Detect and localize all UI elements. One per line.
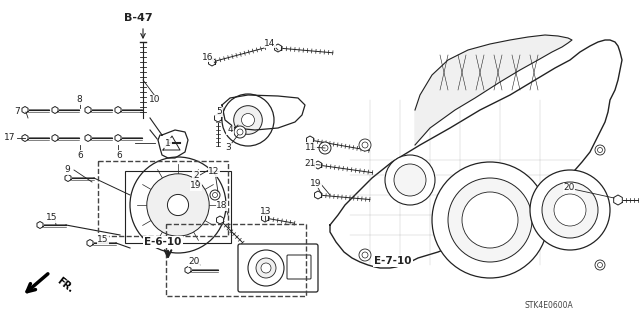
Circle shape — [362, 252, 368, 258]
Circle shape — [595, 145, 605, 155]
Circle shape — [595, 260, 605, 270]
Text: 19: 19 — [190, 182, 202, 190]
Text: 7: 7 — [14, 108, 20, 116]
Polygon shape — [330, 40, 622, 268]
Circle shape — [237, 129, 243, 135]
Text: 6: 6 — [116, 151, 122, 160]
Circle shape — [359, 139, 371, 151]
Circle shape — [462, 192, 518, 248]
Polygon shape — [158, 130, 188, 158]
Text: 19: 19 — [310, 179, 322, 188]
Polygon shape — [115, 135, 121, 142]
Circle shape — [168, 195, 189, 216]
Text: 20: 20 — [188, 257, 200, 266]
Circle shape — [542, 182, 598, 238]
Circle shape — [248, 250, 284, 286]
Polygon shape — [87, 240, 93, 247]
Text: 1: 1 — [165, 138, 171, 147]
Circle shape — [530, 170, 610, 250]
Polygon shape — [214, 114, 221, 122]
Circle shape — [130, 157, 226, 253]
Circle shape — [319, 142, 331, 154]
Text: 3: 3 — [225, 144, 231, 152]
Circle shape — [256, 258, 276, 278]
Text: 15: 15 — [46, 213, 58, 222]
Circle shape — [554, 194, 586, 226]
Polygon shape — [614, 195, 622, 205]
Polygon shape — [307, 136, 314, 144]
Polygon shape — [22, 107, 28, 114]
Polygon shape — [262, 214, 268, 222]
Polygon shape — [314, 161, 321, 169]
Text: STK4E0600A: STK4E0600A — [525, 300, 573, 309]
Polygon shape — [22, 135, 28, 142]
Text: 2: 2 — [193, 170, 199, 180]
Polygon shape — [216, 216, 223, 224]
FancyBboxPatch shape — [238, 244, 318, 292]
Text: E-6-10: E-6-10 — [144, 237, 182, 247]
Circle shape — [359, 249, 371, 261]
Text: 20: 20 — [563, 183, 575, 192]
Text: 4: 4 — [227, 125, 233, 135]
Circle shape — [448, 178, 532, 262]
Text: 10: 10 — [149, 95, 161, 105]
Text: 21: 21 — [304, 160, 316, 168]
Circle shape — [222, 94, 274, 146]
Text: 13: 13 — [260, 206, 272, 216]
Text: B-47: B-47 — [124, 13, 152, 23]
Text: E-7-10: E-7-10 — [374, 256, 412, 266]
Text: 12: 12 — [208, 167, 220, 176]
Polygon shape — [275, 44, 282, 52]
Circle shape — [210, 190, 220, 200]
Circle shape — [362, 142, 368, 148]
Circle shape — [241, 114, 255, 127]
Text: 15: 15 — [97, 235, 109, 244]
Polygon shape — [415, 35, 572, 145]
Polygon shape — [52, 135, 58, 142]
Polygon shape — [222, 95, 305, 130]
Circle shape — [432, 162, 548, 278]
Polygon shape — [85, 135, 91, 142]
Circle shape — [598, 263, 602, 268]
Text: 18: 18 — [216, 202, 228, 211]
Text: FR.: FR. — [55, 276, 76, 294]
Circle shape — [385, 155, 435, 205]
Circle shape — [394, 164, 426, 196]
Text: 8: 8 — [76, 95, 82, 105]
Polygon shape — [85, 107, 91, 114]
Circle shape — [234, 126, 246, 138]
Text: 16: 16 — [202, 53, 214, 62]
Polygon shape — [314, 191, 321, 199]
Text: 6: 6 — [77, 151, 83, 160]
Polygon shape — [209, 58, 216, 66]
Circle shape — [147, 174, 209, 236]
Text: 17: 17 — [4, 133, 16, 143]
Polygon shape — [115, 107, 121, 114]
Circle shape — [598, 147, 602, 152]
Polygon shape — [65, 174, 71, 182]
FancyBboxPatch shape — [287, 255, 311, 279]
Circle shape — [322, 145, 328, 151]
Circle shape — [261, 263, 271, 273]
Polygon shape — [185, 266, 191, 273]
Text: 9: 9 — [64, 166, 70, 174]
Circle shape — [234, 106, 262, 134]
Polygon shape — [37, 221, 43, 228]
Text: 14: 14 — [264, 39, 276, 48]
Text: 5: 5 — [216, 108, 222, 116]
Text: 11: 11 — [305, 143, 317, 152]
Polygon shape — [52, 107, 58, 114]
Circle shape — [212, 192, 218, 197]
